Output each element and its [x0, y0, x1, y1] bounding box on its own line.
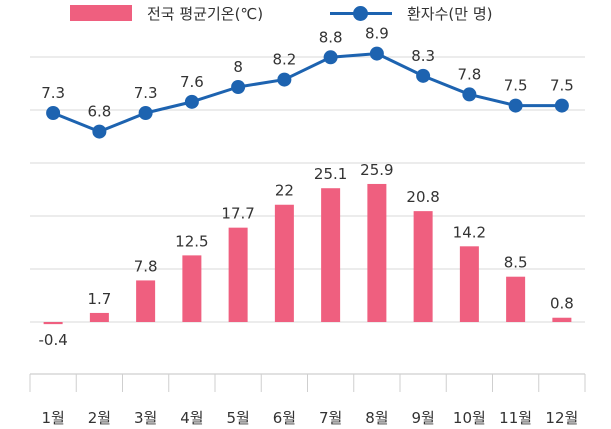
- line-data-label: 8.3: [411, 47, 435, 65]
- bar-data-label: 25.1: [314, 165, 347, 183]
- x-tick-label: 12월: [545, 409, 578, 427]
- line-point: [138, 106, 153, 120]
- x-tick-label: 11월: [499, 409, 532, 427]
- x-tick-label: 3월: [134, 409, 157, 427]
- line-point: [369, 46, 384, 61]
- x-tick-label: 5월: [226, 409, 249, 427]
- bar: [274, 204, 294, 322]
- legend-line-patients: [330, 5, 392, 21]
- x-tick-label: 4월: [180, 409, 203, 427]
- line-data-label: 8: [233, 58, 243, 76]
- legend-dot-patients: [353, 5, 368, 21]
- line-point: [184, 94, 199, 109]
- bar-data-label: 1.7: [87, 290, 111, 308]
- line-data-label: 8.2: [272, 51, 296, 69]
- bar: [367, 183, 387, 322]
- legend-item-patients: 환자수(만 명): [330, 0, 492, 26]
- x-tick-label: 2월: [88, 409, 111, 427]
- line-point: [416, 68, 431, 83]
- bar-data-label: 14.2: [453, 223, 486, 241]
- x-tick-label: 7월: [319, 409, 342, 427]
- bar-data-label: -0.4: [38, 331, 67, 349]
- line-data-label: 7.3: [41, 84, 65, 102]
- series-line: [52, 52, 562, 134]
- bar-data-label: 0.8: [550, 295, 574, 313]
- line-data-label: 8.9: [365, 25, 389, 43]
- x-tick-label: 10월: [453, 409, 486, 427]
- line-point: [277, 72, 292, 87]
- bar-data-label: 25.9: [360, 161, 393, 179]
- bar-data-label: 12.5: [175, 232, 208, 250]
- bar-data-label: 7.8: [134, 257, 158, 275]
- line-data-label: 7.5: [550, 77, 574, 95]
- x-tick-label: 1월: [41, 409, 64, 427]
- line-data-label: 8.8: [319, 28, 343, 46]
- bar: [552, 317, 572, 322]
- legend-swatch-temperature: [70, 5, 132, 21]
- bar: [43, 322, 63, 325]
- line-point: [554, 98, 569, 113]
- line-point: [323, 50, 338, 65]
- legend-label-patients: 환자수(만 명): [407, 4, 493, 23]
- bar: [459, 246, 479, 322]
- line-point: [508, 98, 523, 113]
- bar-data-label: 8.5: [504, 254, 528, 272]
- chart-legend: 전국 평균기온(℃) 환자수(만 명): [0, 0, 611, 26]
- line-point: [231, 80, 246, 94]
- bar-data-label: 20.8: [406, 188, 439, 206]
- bar: [136, 280, 156, 322]
- bar: [89, 312, 109, 322]
- line-data-label: 7.6: [180, 73, 204, 91]
- bar: [413, 211, 433, 322]
- bar-data-label: 22: [275, 182, 294, 200]
- x-tick-label: 6월: [273, 409, 296, 427]
- line-data-label: 6.8: [87, 103, 111, 121]
- legend-label-temperature: 전국 평균기온(℃): [147, 4, 264, 23]
- line-point: [462, 87, 477, 102]
- bar: [228, 227, 248, 322]
- line-data-label: 7.5: [504, 77, 528, 95]
- legend-item-temperature: 전국 평균기온(℃): [70, 0, 263, 26]
- line-data-label: 7.3: [134, 84, 158, 102]
- x-tick-label: 9월: [411, 409, 434, 427]
- line-point: [46, 106, 61, 120]
- bar: [321, 188, 341, 322]
- line-point: [92, 124, 107, 139]
- x-tick-label: 8월: [365, 409, 388, 427]
- line-data-label: 7.8: [457, 65, 481, 83]
- bar: [182, 255, 202, 322]
- bar-data-label: 17.7: [221, 205, 254, 223]
- bar: [506, 276, 526, 322]
